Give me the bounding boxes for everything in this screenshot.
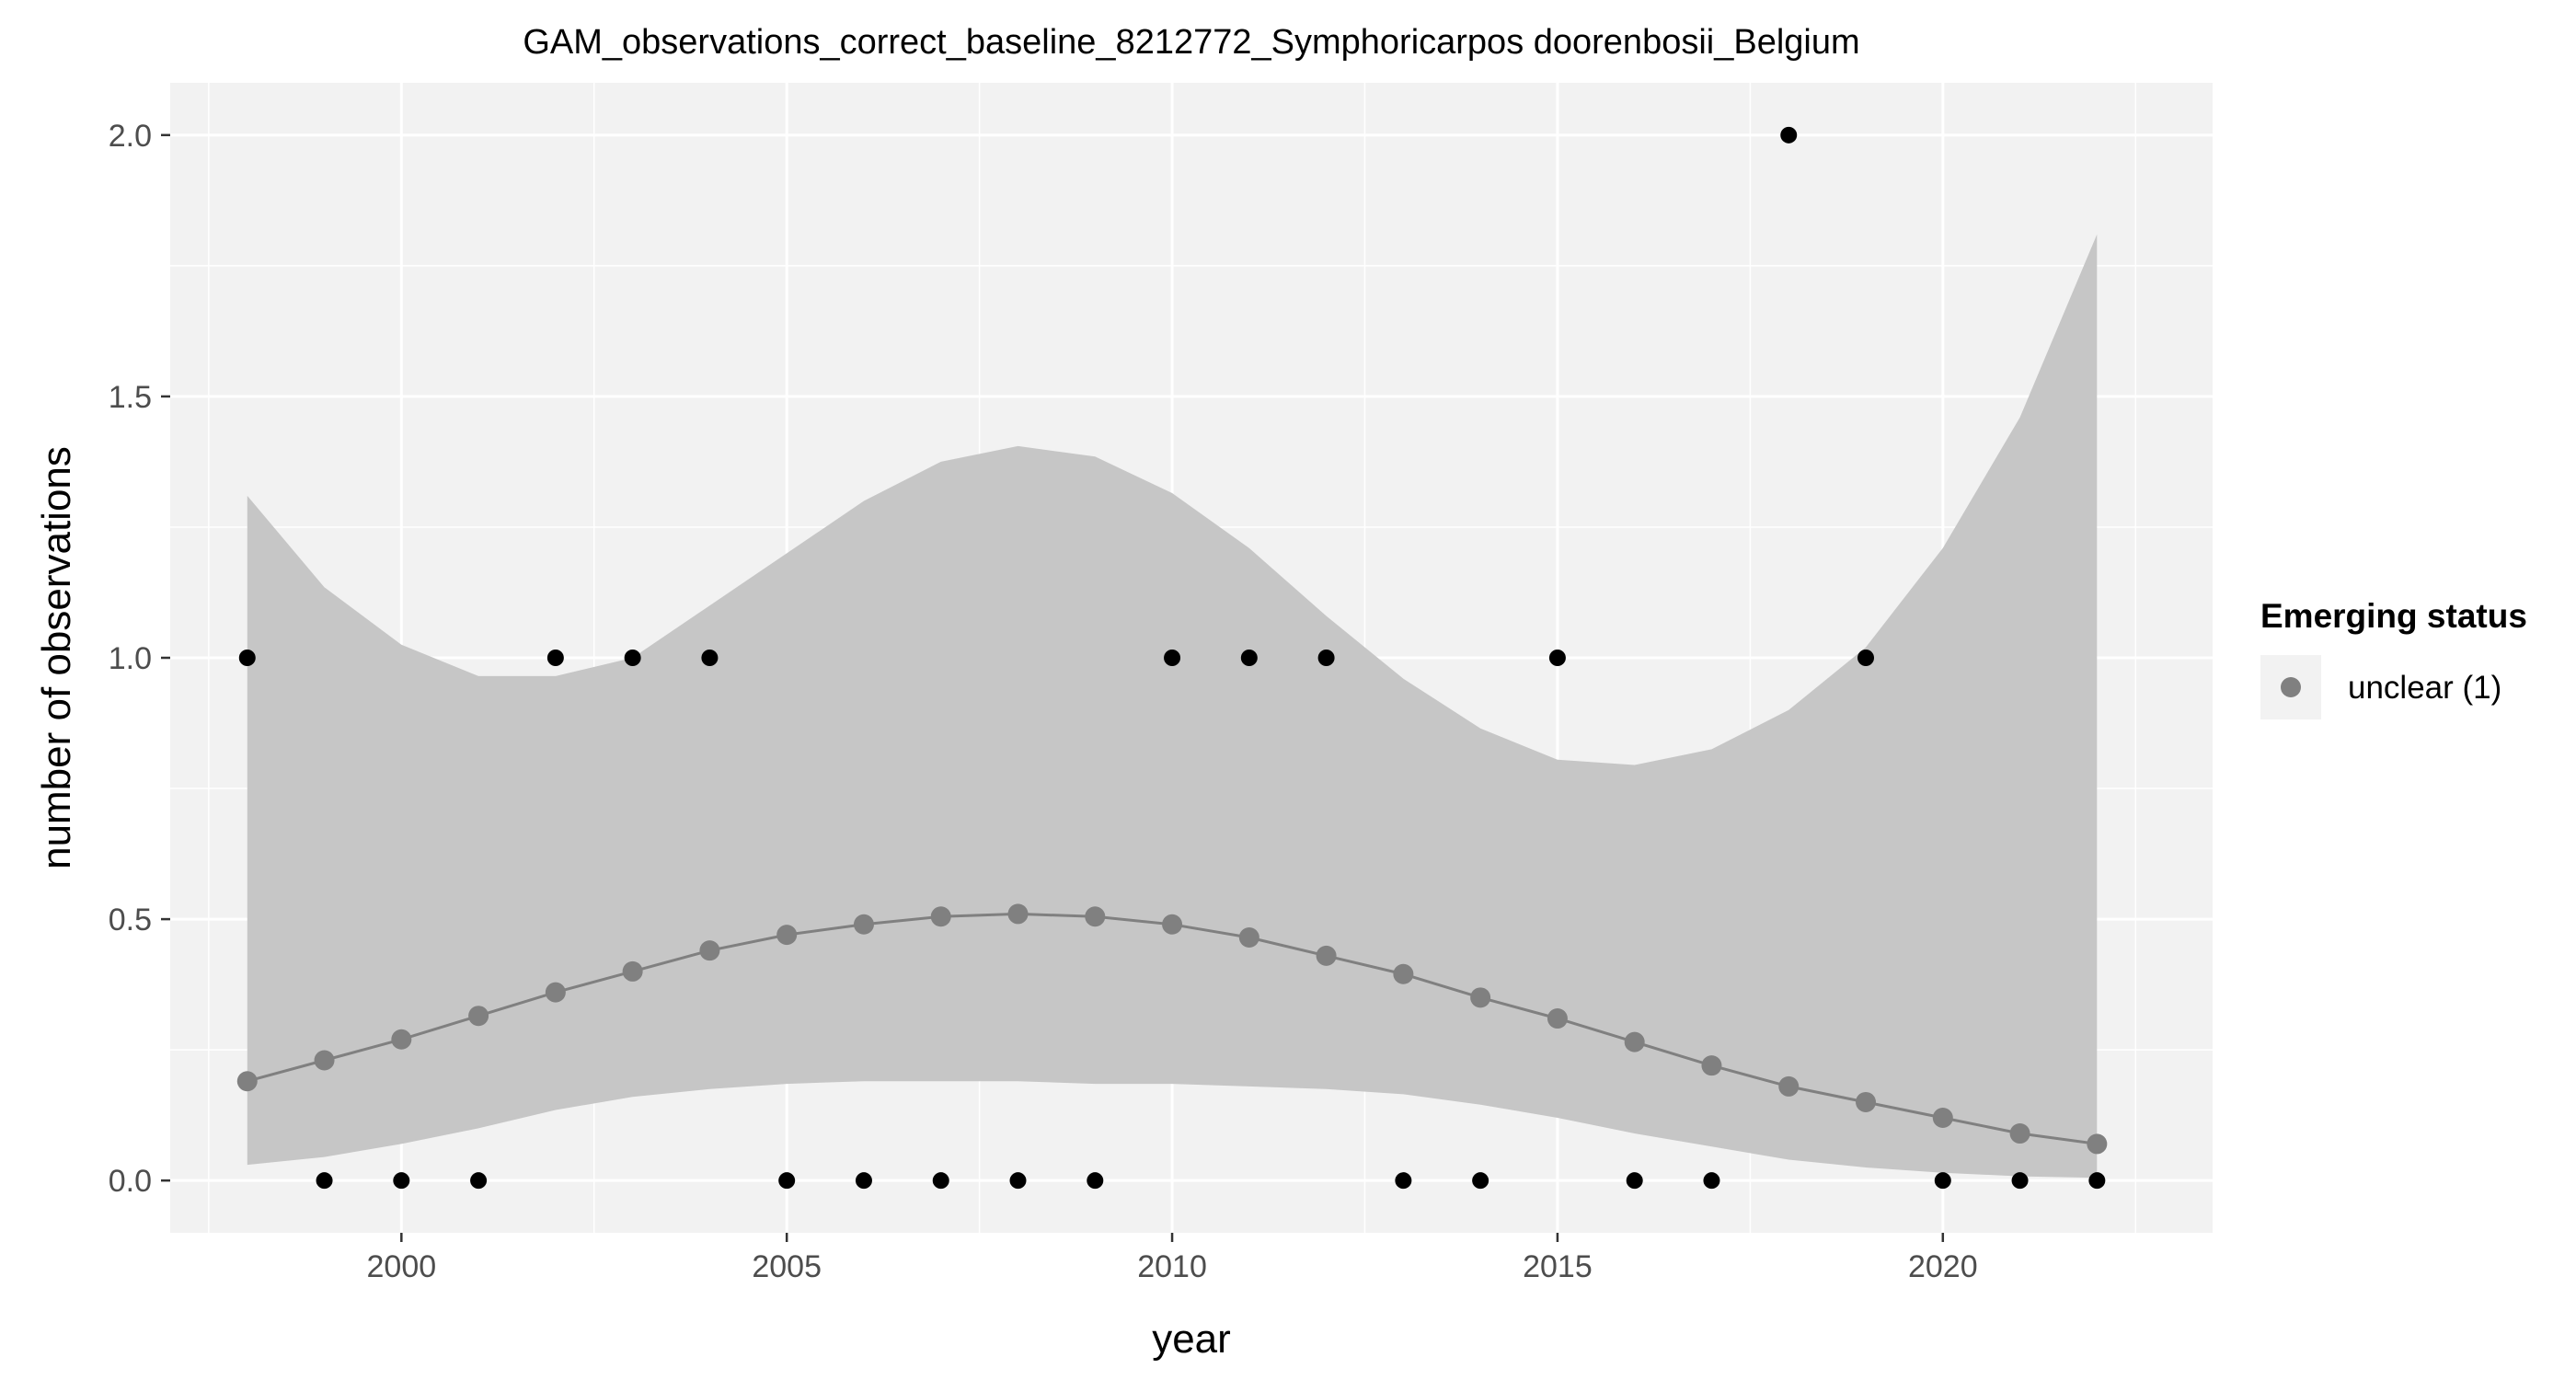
fit-point <box>1007 903 1029 925</box>
observation-point <box>1703 1172 1720 1190</box>
legend-title: Emerging status <box>2260 597 2527 635</box>
y-axis-title: number of observations <box>34 446 79 869</box>
observation-point <box>393 1172 410 1190</box>
y-tick-label: 0.5 <box>109 903 152 937</box>
observation-point <box>1087 1172 1104 1190</box>
chart-title: GAM_observations_correct_baseline_821277… <box>523 23 1859 62</box>
fit-point <box>391 1029 412 1050</box>
fit-point <box>545 982 566 1003</box>
x-tick-label: 2000 <box>367 1249 437 1284</box>
observation-point <box>1626 1172 1643 1190</box>
fit-point <box>1316 945 1337 966</box>
fit-point <box>1856 1091 1877 1112</box>
x-axis-title: year <box>1152 1317 1231 1362</box>
observation-point <box>1780 126 1798 144</box>
observation-points <box>238 126 2106 1190</box>
fit-point <box>853 914 874 935</box>
observation-point <box>855 1172 872 1190</box>
y-tick-label: 1.0 <box>109 641 152 676</box>
fit-point <box>1393 963 1414 984</box>
legend: Emerging status unclear (1) <box>2260 597 2527 719</box>
fit-point <box>1932 1108 1953 1128</box>
x-tick-label: 2005 <box>752 1249 822 1284</box>
observation-point <box>1857 650 1875 666</box>
y-tick-label: 1.5 <box>109 380 152 415</box>
observation-point <box>1472 1172 1489 1190</box>
legend-entry-label: unclear (1) <box>2348 670 2501 706</box>
fit-point <box>1624 1031 1645 1052</box>
fit-point <box>236 1071 258 1092</box>
fit-point <box>1778 1075 1800 1097</box>
fit-point <box>699 940 720 961</box>
y-tick-label: 2.0 <box>109 119 152 154</box>
fit-points <box>236 903 2108 1155</box>
observation-point <box>316 1172 333 1190</box>
observation-point <box>238 650 256 666</box>
observation-point <box>932 1172 949 1190</box>
fit-point <box>2087 1133 2108 1155</box>
observation-point <box>1934 1172 1951 1190</box>
observation-point <box>701 650 719 666</box>
fit-point <box>930 906 951 927</box>
observation-point <box>1395 1172 1412 1190</box>
observation-point <box>1317 650 1335 666</box>
legend-key-point <box>2281 677 2301 697</box>
observation-point <box>546 650 564 666</box>
fit-point <box>468 1006 489 1027</box>
observation-point <box>2088 1172 2106 1190</box>
fit-point <box>1547 1008 1568 1029</box>
x-tick-label: 2010 <box>1137 1249 1207 1284</box>
fit-point <box>1470 987 1491 1008</box>
y-axis: 0.0 0.5 1.0 1.5 2.0 <box>109 119 170 1199</box>
observation-point <box>1240 650 1258 666</box>
fit-point <box>1085 906 1106 927</box>
observation-point <box>778 1172 796 1190</box>
observation-point <box>470 1172 488 1190</box>
fit-point <box>2009 1123 2030 1144</box>
fit-point <box>622 960 643 982</box>
observation-point <box>624 650 641 666</box>
fit-point <box>776 925 798 946</box>
x-axis: 2000 2005 2010 2015 2020 <box>367 1233 1978 1284</box>
observation-point <box>1164 650 1181 666</box>
x-tick-label: 2020 <box>1908 1249 1978 1284</box>
observation-point <box>1548 650 1566 666</box>
fit-point <box>1701 1055 1722 1076</box>
observation-point <box>1009 1172 1027 1190</box>
x-tick-label: 2015 <box>1523 1249 1593 1284</box>
observation-point <box>2011 1172 2029 1190</box>
fit-point <box>1162 914 1183 935</box>
y-tick-label: 0.0 <box>109 1164 152 1199</box>
fit-point <box>314 1050 335 1071</box>
fit-point <box>1238 926 1259 948</box>
